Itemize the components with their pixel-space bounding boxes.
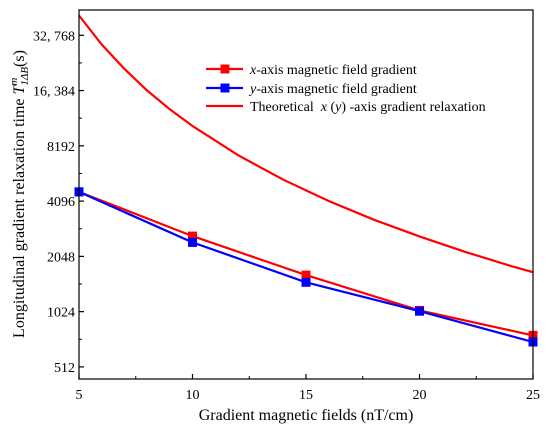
data-point-1-3 [415, 306, 424, 316]
y-tick-label: 8192 [47, 140, 75, 155]
y-axis-title-sub: 1ΔB [19, 67, 31, 86]
y-axis-title-symbol: T [11, 84, 28, 94]
y-tick-label: 32, 768 [33, 29, 75, 44]
legend-label-theoretical: Theoretical x (y) -axis gradient relaxat… [250, 100, 486, 115]
x-tick-label: 5 [76, 388, 83, 403]
data-point-0-2 [301, 270, 311, 280]
y-axis-title: Longitudinal gradient relaxation time Tm… [8, 50, 31, 338]
y-tick-label: 512 [54, 361, 75, 376]
x-axis-title: Gradient magnetic fields (nT/cm) [199, 407, 414, 424]
x-axis-ticks: 5 10 15 20 25 [76, 374, 540, 403]
y-axis-ticks: 512 1024 2048 4096 8192 16, 384 32, 768 [33, 29, 84, 376]
legend: x-axis magnetic field gradient y-axis ma… [206, 63, 486, 115]
x-tick-label: 10 [186, 388, 200, 403]
y-axis-title-sup: m [8, 78, 20, 86]
x-tick-label: 20 [413, 388, 427, 403]
legend-entry-x-axis: x-axis magnetic field gradient [206, 63, 417, 78]
legend-label-x-axis: x-axis magnetic field gradient [249, 63, 417, 78]
x-tick-label: 25 [526, 388, 540, 403]
y-tick-label: 4096 [47, 195, 75, 210]
y-axis-title-main: Longitudinal gradient relaxation time [11, 94, 28, 337]
y-tick-label: 16, 384 [33, 85, 75, 100]
data-point-0-1 [188, 231, 197, 241]
series-line-0 [78, 190, 534, 337]
y-tick-label: 1024 [47, 306, 75, 321]
legend-label-y-axis: y-axis magnetic field gradient [248, 82, 417, 97]
legend-entry-theoretical: Theoretical x (y) -axis gradient relaxat… [206, 100, 486, 115]
y-axis-title-unit: (s) [11, 50, 28, 67]
plot-markers [74, 187, 538, 347]
series-line-2 [78, 14, 534, 274]
x-tick-label: 15 [299, 388, 313, 403]
legend-entry-y-axis: y-axis magnetic field gradient [206, 82, 417, 97]
data-point-1-1 [188, 237, 197, 247]
y-tick-label: 2048 [47, 250, 75, 265]
data-point-1-2 [301, 277, 311, 287]
